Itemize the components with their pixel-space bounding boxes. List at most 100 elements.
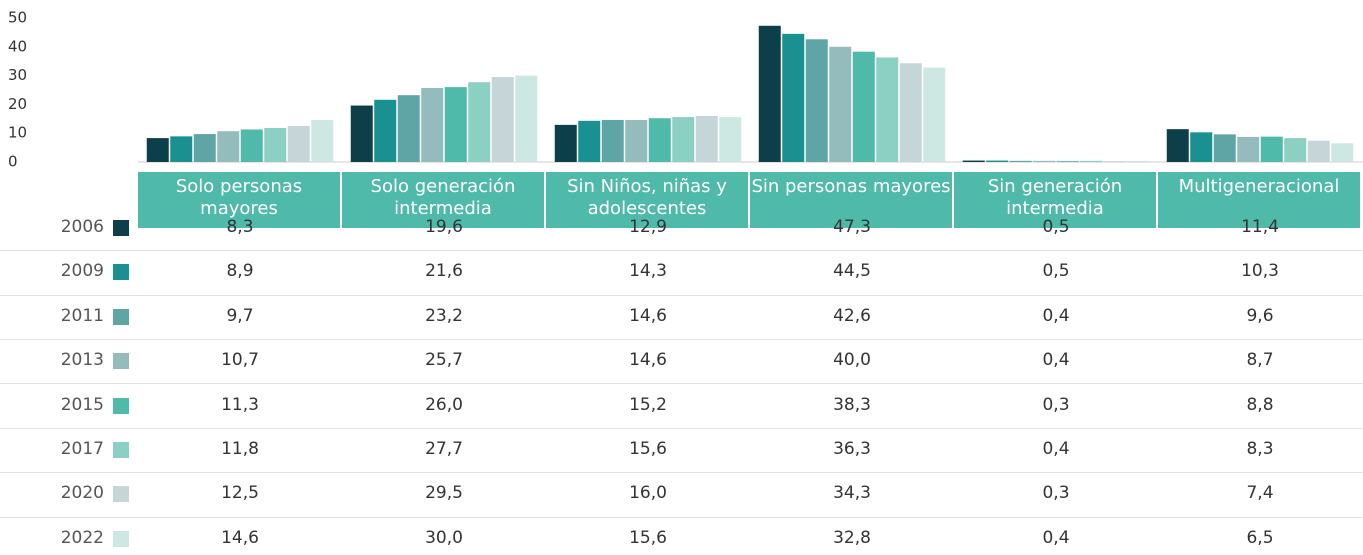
table-value: 19,6: [425, 217, 463, 237]
table-value: 0,4: [1042, 305, 1070, 326]
table-value: 8,3: [226, 217, 254, 237]
table-value: 0,4: [1042, 527, 1070, 548]
table-value: 23,2: [425, 305, 463, 326]
column-header: Multigeneracional: [1158, 172, 1362, 228]
bar: [1103, 161, 1126, 162]
y-tick-label: 30: [8, 66, 27, 84]
table-value: 9,6: [1246, 305, 1274, 326]
legend-swatch: [113, 353, 129, 370]
bar: [1056, 161, 1079, 162]
legend-label: 2022: [60, 527, 104, 548]
table-value: 8,8: [1246, 394, 1274, 415]
legend-label: 2020: [60, 483, 104, 504]
bar: [805, 39, 828, 163]
legend-swatch: [113, 530, 129, 547]
table-value: 47,3: [833, 217, 871, 237]
bar: [1307, 140, 1330, 162]
bar: [146, 138, 169, 162]
y-tick-label: 40: [8, 37, 27, 55]
table-value: 14,6: [629, 350, 667, 371]
bar: [193, 134, 216, 162]
bar: [515, 75, 538, 162]
row-divider: [0, 516, 1363, 518]
table-value: 25,7: [425, 350, 463, 371]
bar: [1260, 136, 1283, 162]
y-tick-label: 50: [8, 9, 27, 27]
row-divider: [0, 472, 1363, 474]
bar: [170, 136, 193, 162]
bar: [852, 51, 875, 162]
legend-label: 2009: [60, 261, 104, 282]
bar: [1166, 129, 1189, 162]
table-value: 15,6: [629, 439, 667, 459]
bar: [374, 99, 397, 162]
bar: [782, 33, 805, 163]
bar: [962, 160, 985, 162]
table-value: 10,3: [1241, 261, 1279, 282]
bar: [876, 57, 899, 162]
table-value: 14,6: [221, 527, 259, 548]
table-value: 15,6: [629, 527, 667, 548]
table-value: 9,7: [226, 305, 254, 326]
bar: [625, 119, 648, 162]
legend-swatch: [113, 308, 129, 325]
table-value: 29,5: [425, 483, 463, 504]
bar: [264, 128, 287, 162]
table-value: 8,7: [1246, 350, 1274, 371]
table-value: 42,6: [833, 305, 871, 326]
table-value: 27,7: [425, 439, 463, 459]
table-value: 26,0: [425, 394, 463, 415]
table-value: 0,5: [1042, 261, 1070, 282]
table-value: 34,3: [833, 483, 871, 504]
bar: [648, 118, 671, 162]
table-value: 32,8: [833, 527, 871, 548]
table-value: 11,4: [1241, 217, 1279, 237]
legend-label: 2017: [60, 439, 104, 459]
row-divider: [0, 383, 1363, 385]
bar: [1237, 136, 1260, 162]
table-value: 30,0: [425, 527, 463, 548]
row-divider: [0, 294, 1363, 296]
bar: [1331, 143, 1354, 162]
column-header: Sin generación intermedia: [954, 172, 1158, 228]
bar: [311, 119, 334, 162]
row-divider: [0, 250, 1363, 252]
bar: [758, 25, 781, 162]
column-header: Solo personas mayores: [138, 172, 342, 228]
legend-label: 2015: [60, 394, 104, 415]
table-value: 10,7: [221, 350, 259, 371]
legend-swatch: [113, 220, 129, 236]
legend-label: 2013: [60, 350, 104, 371]
bar: [899, 63, 922, 162]
table-value: 16,0: [629, 483, 667, 504]
bar: [491, 77, 514, 162]
bar: [468, 82, 491, 162]
chart: 0 10 20 30 40 50: [8, 9, 1363, 170]
bar: [1009, 160, 1032, 162]
bar: [986, 160, 1009, 162]
table-value: 14,3: [629, 261, 667, 282]
table-value: 0,3: [1042, 483, 1070, 504]
bar: [1033, 160, 1056, 162]
table-value: 44,5: [833, 261, 871, 282]
bar: [695, 115, 718, 162]
bar: [350, 105, 373, 162]
row-divider: [0, 427, 1363, 429]
bar: [240, 129, 263, 162]
table-value: 0,5: [1042, 217, 1070, 237]
row-divider: [0, 339, 1363, 340]
table-value: 12,9: [629, 217, 667, 237]
table-value: 38,3: [833, 394, 871, 415]
bar: [554, 124, 577, 162]
column-header: Solo generación intermedia: [342, 172, 546, 228]
bar: [578, 120, 601, 162]
table-value: 14,6: [629, 305, 667, 326]
legend-swatch: [113, 486, 129, 503]
legend-swatch: [113, 264, 129, 281]
bar: [1284, 138, 1307, 162]
bar: [421, 87, 444, 162]
table-value: 36,3: [833, 439, 871, 459]
legend-swatch: [113, 442, 129, 458]
table-value: 8,9: [226, 261, 254, 282]
